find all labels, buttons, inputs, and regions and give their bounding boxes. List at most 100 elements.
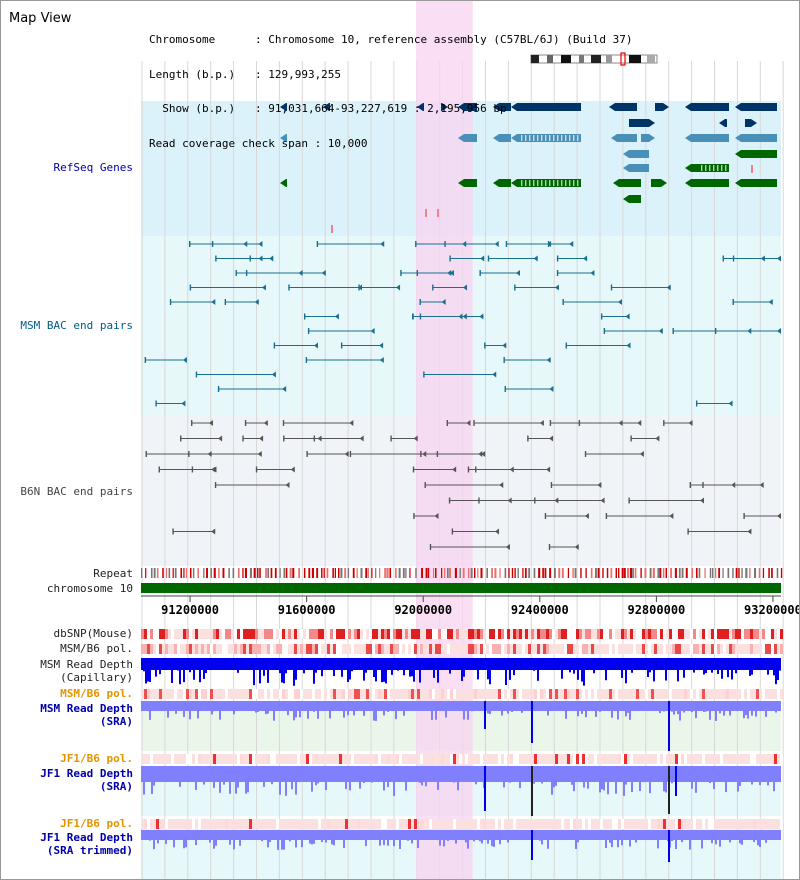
variant-bin bbox=[231, 644, 234, 654]
bac-end-marker bbox=[700, 497, 705, 504]
variant-bin bbox=[222, 754, 225, 764]
variant-bin bbox=[357, 689, 360, 699]
variant-bin bbox=[495, 689, 498, 699]
read-depth-bin bbox=[455, 830, 457, 844]
variant-bin bbox=[726, 689, 729, 699]
variant-bin bbox=[198, 754, 201, 764]
read-depth-bin bbox=[359, 766, 361, 789]
variant-bin bbox=[417, 629, 420, 639]
variant-bin bbox=[369, 629, 372, 639]
bac-end-marker bbox=[492, 371, 497, 378]
read-depth-bin bbox=[487, 830, 489, 844]
msm-depth-sra-track[interactable] bbox=[141, 701, 781, 751]
variant-bin bbox=[339, 629, 342, 639]
track-label-dbsnp: dbSNP(Mouse) bbox=[53, 627, 133, 640]
variant-bin bbox=[696, 689, 699, 699]
msm-b6-pol-2-track[interactable] bbox=[141, 689, 783, 699]
variant-bin bbox=[540, 754, 543, 764]
gene-feature bbox=[615, 103, 637, 111]
read-depth-bin bbox=[509, 658, 511, 680]
read-depth-bin bbox=[293, 658, 295, 686]
variant-bin bbox=[417, 819, 420, 829]
jf1-depth-sra-track[interactable] bbox=[141, 766, 781, 816]
variant-bin bbox=[198, 629, 201, 639]
bac-end-marker bbox=[259, 435, 264, 442]
variant-bin bbox=[600, 754, 603, 764]
variant-bin bbox=[303, 689, 306, 699]
variant-bin bbox=[378, 819, 381, 829]
variant-bin bbox=[486, 629, 489, 639]
variant-bin bbox=[696, 644, 699, 654]
read-depth-bin bbox=[775, 658, 777, 685]
read-depth-bin bbox=[433, 658, 435, 678]
read-depth-bin bbox=[263, 658, 265, 676]
variant-bin bbox=[189, 754, 192, 764]
bac-end-marker bbox=[600, 497, 605, 504]
read-depth-bin bbox=[705, 701, 707, 712]
bac-end-marker bbox=[263, 420, 268, 426]
variant-bin bbox=[423, 644, 426, 654]
variant-bin bbox=[687, 644, 690, 654]
read-depth-bin bbox=[599, 766, 601, 793]
read-depth-bin bbox=[347, 658, 349, 683]
variant-bin bbox=[222, 644, 225, 654]
read-depth-bin bbox=[189, 701, 191, 720]
jf1-b6-pol-track[interactable] bbox=[141, 754, 783, 764]
jf1-depth-trimmed-track[interactable] bbox=[141, 830, 781, 862]
read-depth-bin bbox=[659, 701, 661, 714]
variant-bin bbox=[609, 819, 612, 829]
chromosome-ideogram[interactable] bbox=[530, 52, 658, 66]
variant-bin bbox=[177, 819, 180, 829]
variant-bin bbox=[666, 819, 669, 829]
read-depth-bin bbox=[285, 658, 287, 674]
variant-bin bbox=[168, 629, 171, 639]
variant-bin bbox=[360, 629, 363, 639]
variant-bin bbox=[351, 754, 354, 764]
variant-bin bbox=[498, 629, 501, 639]
gene-feature bbox=[286, 134, 287, 142]
msm-bac-end-pairs[interactable] bbox=[144, 241, 781, 407]
exon-gap bbox=[565, 180, 567, 186]
variant-bin bbox=[246, 754, 249, 764]
bac-end-marker bbox=[282, 386, 287, 392]
variant-bin bbox=[678, 689, 681, 699]
variant-bin bbox=[279, 819, 282, 829]
variant-bin bbox=[183, 629, 186, 639]
refseq-genes[interactable] bbox=[280, 103, 777, 233]
read-depth-bin bbox=[165, 830, 167, 844]
dbsnp-track[interactable] bbox=[141, 629, 783, 639]
variant-bin bbox=[312, 754, 315, 764]
variant-bin bbox=[252, 819, 255, 829]
variant-bin bbox=[744, 754, 747, 764]
jf1-b6-pol-2-track[interactable] bbox=[141, 819, 783, 829]
variant-bin bbox=[657, 754, 660, 764]
msm-b6-pol-track[interactable] bbox=[141, 644, 783, 654]
chromosome-bar[interactable] bbox=[141, 583, 781, 593]
bac-end-marker bbox=[480, 255, 485, 262]
variant-bin bbox=[303, 819, 306, 829]
bac-end-marker bbox=[515, 270, 520, 276]
variant-bin bbox=[192, 644, 195, 654]
variant-bin bbox=[357, 754, 360, 764]
variant-bin bbox=[714, 689, 717, 699]
repeat-track[interactable] bbox=[141, 568, 783, 578]
repeat-element bbox=[738, 568, 740, 578]
msm-depth-capillary-track[interactable] bbox=[141, 658, 781, 686]
b6n-bac-end-pairs[interactable] bbox=[145, 420, 781, 550]
read-depth-bin bbox=[383, 701, 385, 716]
track-label-repeat: Repeat bbox=[93, 567, 133, 580]
variant-bin bbox=[255, 629, 258, 639]
read-depth-bin bbox=[157, 830, 159, 844]
read-depth-bin bbox=[393, 830, 395, 847]
variant-bin bbox=[498, 754, 501, 764]
variant-bin bbox=[528, 754, 531, 764]
variant-bin bbox=[147, 629, 150, 639]
variant-bin bbox=[519, 629, 522, 639]
variant-bin bbox=[603, 629, 606, 639]
variant-bin bbox=[300, 689, 303, 699]
read-depth-bin bbox=[629, 701, 631, 720]
repeat-element bbox=[183, 568, 185, 578]
read-depth-bin bbox=[759, 766, 761, 786]
variant-bin bbox=[762, 819, 765, 829]
